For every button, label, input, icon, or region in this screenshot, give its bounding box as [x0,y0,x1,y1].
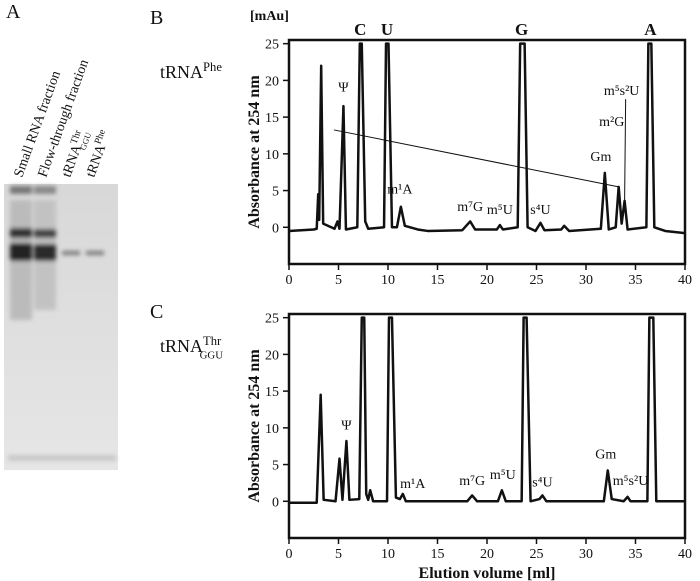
peak-annotation: m²G [599,115,624,130]
x-tick-label: 20 [480,547,494,562]
unit-label: [mAu] [250,9,289,24]
x-tick-label: 20 [480,273,494,288]
peak-annotation: m⁵U [487,203,513,218]
peak-annotation: Ψ [341,418,352,433]
x-tick-label: 35 [629,273,643,288]
leader-line [624,99,627,201]
peak-annotation: m⁷G [457,200,483,215]
gel [4,184,118,470]
chart-title-sup: Phe [203,60,222,74]
gel-bands [8,186,116,461]
y-tick-label: 5 [272,459,279,474]
chart-title-base: tRNA [160,336,203,356]
y-tick-label: 0 [272,495,279,510]
chart-title-base: tRNA [160,62,203,82]
x-tick-label: 25 [530,273,544,288]
x-axis-label: Elution volume [ml] [419,565,556,581]
peak-annotation: s⁴U [530,203,550,218]
x-tick-label: 35 [629,547,643,562]
peak-top-label: A [644,20,657,39]
peak-top-label: G [515,20,528,39]
x-tick-label: 30 [579,273,593,288]
panel-label: A [6,1,21,23]
peak-top-label: C [354,20,366,39]
peak-top-label: U [381,20,393,39]
chromatogram-line [289,42,685,235]
x-tick-label: 10 [381,547,395,562]
y-tick-label: 10 [265,148,279,163]
y-tick-label: 10 [265,422,279,437]
peak-annotation: m⁵U [490,468,516,483]
panel-label: B [150,7,163,29]
peak-annotation: Ψ [338,80,349,95]
x-tick-label: 5 [335,273,342,288]
x-tick-label: 0 [286,273,293,288]
y-axis-label: Absorbance at 254 nm [246,349,263,503]
x-tick-label: 40 [678,547,692,562]
peak-annotation: Gm [590,150,611,165]
lane-label-sup: Phe [93,127,109,145]
peak-annotation: Gm [595,448,616,463]
x-tick-label: 15 [431,547,445,562]
chart-title-sup: Thr [203,334,222,348]
leader-line [333,129,619,188]
chart-title: tRNAPhe [160,60,222,82]
peak-annotation: m¹A [400,477,426,492]
panel-label: C [150,301,163,323]
peak-annotation: m⁵s²U [613,474,649,489]
y-tick-label: 20 [265,348,279,363]
x-tick-label: 5 [335,547,342,562]
x-tick-label: 10 [381,273,395,288]
y-tick-label: 0 [272,221,279,236]
chromatogram-line [289,316,685,504]
x-tick-label: 30 [579,547,593,562]
x-tick-label: 40 [678,273,692,288]
peak-annotation: m¹A [387,182,413,197]
y-tick-label: 15 [265,385,279,400]
y-tick-label: 15 [265,111,279,126]
y-tick-label: 20 [265,74,279,89]
peak-annotation: m⁵s²U [604,84,640,99]
x-tick-label: 0 [286,547,293,562]
chart-title-sub: GGU [200,349,224,361]
peak-annotation: s⁴U [532,476,552,491]
lane-label-sup: Thr [69,128,84,146]
y-tick-label: 25 [265,312,279,327]
y-axis-label: Absorbance at 254 nm [246,75,263,229]
y-tick-label: 25 [265,38,279,53]
y-tick-label: 5 [272,185,279,200]
x-tick-label: 15 [431,273,445,288]
x-tick-label: 25 [530,547,544,562]
chart-title: tRNAThr GGU [160,334,223,362]
peak-annotation: m⁷G [459,474,485,489]
